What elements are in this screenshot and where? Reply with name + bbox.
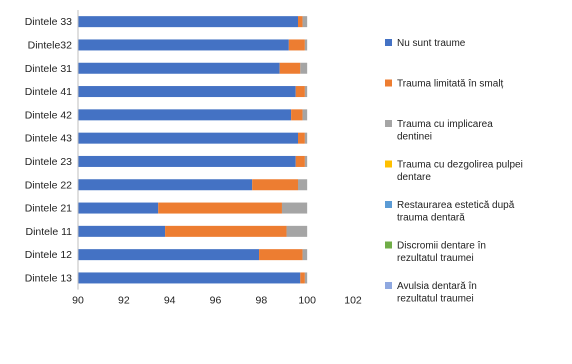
category-label: Dintele 31 — [25, 63, 72, 75]
legend-label: Avulsia dentară în rezultatul traumei — [397, 281, 477, 305]
bar-segment — [158, 202, 282, 214]
bar-segment — [304, 272, 308, 284]
legend-label: Trauma cu dezgolirea pulpei dentare — [397, 160, 523, 184]
bar-segment — [302, 109, 308, 121]
bar-segment — [288, 39, 305, 51]
legend: Nu sunt traume Trauma limitată în smalț Tr… — [385, 38, 523, 305]
bar-segment — [298, 16, 303, 28]
bar-segment — [78, 225, 166, 237]
bar-segment — [302, 16, 308, 28]
category-label: Dintele 43 — [25, 133, 72, 145]
bar-segment — [295, 86, 305, 98]
bar-segment — [252, 179, 298, 191]
category-label: Dintele 11 — [25, 226, 72, 238]
category-label: Dintele 41 — [25, 86, 72, 98]
category-label: Dintele32 — [28, 39, 73, 51]
category-label: Dintele 12 — [25, 249, 72, 261]
bar-segment — [259, 249, 303, 261]
x-tick-label: 102 — [344, 295, 362, 307]
category-label: Dintele 13 — [25, 272, 72, 284]
legend-label: Trauma cu implicarea dentinei — [397, 119, 493, 143]
category-label: Dintele 21 — [25, 203, 72, 215]
bar-segment — [78, 272, 301, 284]
x-tick-labels: 90 92 94 96 98 100 102 — [72, 295, 362, 307]
bar-segment — [302, 249, 308, 261]
bar-segment — [78, 202, 159, 214]
bar-segment — [291, 109, 303, 121]
bar-segment — [298, 179, 308, 191]
legend-label: Nu sunt traume — [397, 38, 466, 49]
category-label: Dintele 33 — [25, 16, 72, 28]
legend-swatch — [385, 241, 392, 249]
category-label: Dintele 42 — [25, 109, 72, 121]
legend-swatch — [385, 201, 392, 208]
bars-layer — [78, 16, 308, 284]
bar-segment — [78, 39, 289, 51]
category-labels: Dintele 33 Dintele32 Dintele 31 Dintele 41 D… — [25, 16, 72, 284]
legend-label: Trauma limitată în smalț — [397, 79, 504, 90]
bar-segment — [78, 86, 296, 98]
bar-segment — [295, 155, 305, 167]
legend-label: Discromii dentare în rezultatul traumei — [397, 241, 486, 265]
category-label: Dintele 22 — [25, 179, 72, 191]
legend-swatch — [385, 160, 392, 168]
bar-segment — [78, 109, 292, 121]
bar-segment — [78, 249, 260, 261]
bar-segment — [304, 86, 308, 98]
bar-segment — [286, 225, 308, 237]
legend-swatch — [385, 282, 392, 289]
bar-segment — [304, 132, 308, 144]
x-tick-label: 98 — [255, 295, 267, 307]
x-tick-label: 100 — [298, 295, 316, 307]
category-label: Dintele 23 — [25, 156, 72, 168]
bar-segment — [165, 225, 287, 237]
x-tick-label: 96 — [210, 295, 222, 307]
bar-segment — [304, 39, 308, 51]
bar-segment — [304, 155, 308, 167]
legend-swatch — [385, 39, 392, 46]
legend-swatch — [385, 79, 392, 87]
bar-segment — [78, 155, 296, 167]
bar-segment — [78, 179, 253, 191]
legend-label: Restaurarea estetică după trauma dentară — [397, 200, 515, 224]
x-tick-label: 92 — [118, 295, 130, 307]
bar-segment — [300, 272, 305, 284]
bar-segment — [300, 62, 308, 74]
bar-segment — [281, 202, 308, 214]
x-tick-label: 94 — [164, 295, 176, 307]
bar-segment — [78, 62, 280, 74]
bar-segment — [279, 62, 301, 74]
bar-segment — [78, 16, 298, 28]
x-tick-label: 90 — [72, 295, 84, 307]
legend-swatch — [385, 120, 392, 127]
bar-segment — [298, 132, 305, 144]
bar-segment — [78, 132, 298, 144]
